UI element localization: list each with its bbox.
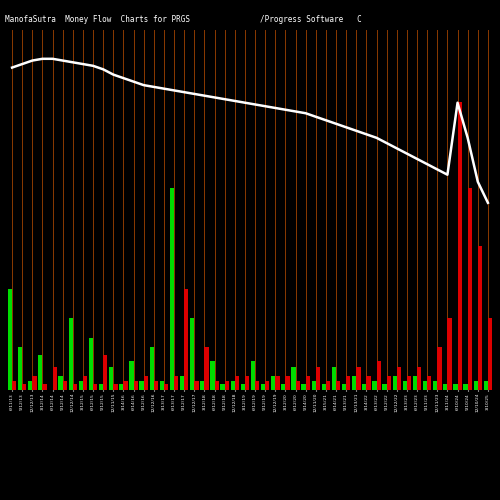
Bar: [22, 384, 26, 390]
Bar: [488, 318, 492, 390]
Bar: [407, 376, 411, 390]
Text: ManofaSutra  Money Flow  Charts for PRGS: ManofaSutra Money Flow Charts for PRGS: [5, 15, 190, 24]
Bar: [265, 382, 270, 390]
Bar: [220, 384, 224, 390]
Bar: [194, 382, 198, 390]
Bar: [144, 376, 148, 390]
Bar: [73, 384, 77, 390]
Bar: [38, 356, 42, 390]
Bar: [68, 318, 73, 390]
Bar: [438, 347, 442, 390]
Bar: [474, 382, 478, 390]
Bar: [140, 382, 143, 390]
Bar: [454, 384, 458, 390]
Bar: [413, 376, 417, 390]
Bar: [484, 382, 488, 390]
Bar: [99, 384, 103, 390]
Bar: [448, 318, 452, 390]
Bar: [89, 338, 93, 390]
Bar: [164, 384, 168, 390]
Bar: [433, 382, 438, 390]
Bar: [372, 382, 376, 390]
Bar: [240, 384, 245, 390]
Bar: [180, 376, 184, 390]
Bar: [316, 367, 320, 390]
Bar: [423, 382, 427, 390]
Bar: [251, 361, 255, 390]
Bar: [204, 347, 208, 390]
Bar: [443, 384, 448, 390]
Bar: [32, 376, 36, 390]
Bar: [52, 367, 57, 390]
Bar: [276, 376, 280, 390]
Bar: [306, 376, 310, 390]
Bar: [478, 246, 482, 390]
Bar: [58, 376, 62, 390]
Bar: [417, 367, 422, 390]
Bar: [286, 376, 290, 390]
Bar: [336, 382, 340, 390]
Bar: [332, 367, 336, 390]
Bar: [464, 384, 468, 390]
Bar: [93, 384, 98, 390]
Bar: [292, 367, 296, 390]
Bar: [200, 382, 204, 390]
Bar: [174, 376, 178, 390]
Bar: [230, 382, 235, 390]
Bar: [271, 376, 276, 390]
Bar: [28, 382, 32, 390]
Bar: [302, 384, 306, 390]
Bar: [114, 384, 117, 390]
Bar: [322, 384, 326, 390]
Bar: [376, 361, 381, 390]
Bar: [356, 367, 360, 390]
Bar: [12, 382, 16, 390]
Bar: [342, 384, 346, 390]
Bar: [296, 382, 300, 390]
Bar: [210, 361, 214, 390]
Bar: [224, 382, 229, 390]
Bar: [214, 382, 219, 390]
Bar: [109, 367, 114, 390]
Bar: [119, 384, 124, 390]
Bar: [281, 384, 285, 390]
Bar: [184, 289, 188, 390]
Bar: [261, 384, 265, 390]
Bar: [8, 289, 12, 390]
Bar: [397, 367, 401, 390]
Bar: [392, 376, 397, 390]
Bar: [352, 376, 356, 390]
Bar: [468, 188, 472, 390]
Bar: [402, 382, 407, 390]
Bar: [78, 382, 83, 390]
Bar: [366, 376, 370, 390]
Bar: [255, 382, 260, 390]
Bar: [458, 102, 462, 390]
Bar: [245, 376, 249, 390]
Bar: [18, 347, 22, 390]
Bar: [103, 356, 108, 390]
Bar: [386, 376, 391, 390]
Bar: [312, 382, 316, 390]
Bar: [190, 318, 194, 390]
Bar: [130, 361, 134, 390]
Bar: [150, 347, 154, 390]
Bar: [326, 382, 330, 390]
Bar: [154, 382, 158, 390]
Bar: [362, 384, 366, 390]
Bar: [83, 376, 87, 390]
Bar: [346, 376, 350, 390]
Text: /Progress Software   C: /Progress Software C: [260, 15, 362, 24]
Bar: [124, 382, 128, 390]
Bar: [134, 382, 138, 390]
Bar: [235, 376, 239, 390]
Bar: [160, 382, 164, 390]
Bar: [42, 384, 46, 390]
Bar: [382, 384, 386, 390]
Bar: [170, 188, 174, 390]
Bar: [427, 376, 432, 390]
Bar: [62, 382, 67, 390]
